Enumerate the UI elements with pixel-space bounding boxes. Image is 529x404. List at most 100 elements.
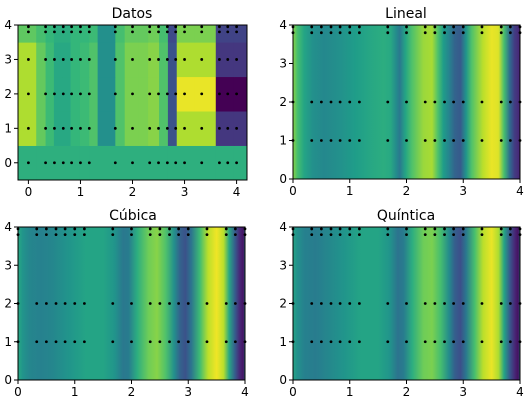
sample-point bbox=[54, 340, 58, 344]
sample-point bbox=[148, 340, 152, 344]
sample-point bbox=[82, 233, 86, 237]
sample-point bbox=[348, 100, 352, 104]
sample-point bbox=[310, 227, 314, 231]
heatmap-cell bbox=[36, 145, 46, 181]
heatmap-cells bbox=[18, 25, 248, 181]
sample-point bbox=[82, 340, 86, 344]
sample-point bbox=[183, 92, 186, 96]
sample-point bbox=[27, 30, 30, 34]
sample-point bbox=[113, 92, 117, 96]
sample-point bbox=[310, 302, 314, 305]
sample-point bbox=[131, 30, 134, 34]
sample-point bbox=[157, 92, 160, 96]
sample-point bbox=[87, 58, 91, 61]
sample-point bbox=[443, 31, 446, 35]
sample-point bbox=[452, 100, 456, 104]
sample-point bbox=[131, 126, 134, 130]
heatmap-cell bbox=[124, 25, 140, 43]
sample-point bbox=[177, 227, 181, 231]
heatmap-cell bbox=[194, 145, 217, 181]
y-tick-label: 2 bbox=[279, 297, 287, 311]
y-tick-label: 2 bbox=[279, 95, 287, 109]
subplot-title: Datos bbox=[112, 6, 153, 22]
sample-point bbox=[499, 25, 503, 29]
heatmap-cell bbox=[53, 42, 63, 78]
heatmap-cell bbox=[70, 111, 81, 146]
sample-point bbox=[423, 100, 427, 104]
heatmap-cell bbox=[79, 76, 90, 112]
sample-point bbox=[70, 161, 74, 165]
sample-point bbox=[53, 92, 56, 96]
heatmap-cell bbox=[194, 111, 217, 146]
sample-point bbox=[54, 227, 58, 231]
sample-point bbox=[27, 161, 30, 165]
subplot-cubica: Cúbica 0 1 2 3 4 0 1 2 3 4 bbox=[4, 208, 248, 399]
sample-point bbox=[226, 58, 230, 61]
heatmap-cell bbox=[89, 25, 99, 43]
heatmap-cell bbox=[159, 25, 169, 43]
sample-point bbox=[148, 30, 152, 34]
heatmap-cell bbox=[138, 25, 149, 43]
heatmap-cell bbox=[79, 111, 90, 146]
heatmap-cell bbox=[148, 145, 160, 181]
sample-points bbox=[291, 227, 522, 344]
sample-point bbox=[61, 126, 65, 130]
sample-point bbox=[452, 233, 456, 237]
y-tick-label: 1 bbox=[279, 134, 287, 148]
heatmap-cell bbox=[62, 145, 71, 181]
sample-point bbox=[443, 340, 446, 344]
sample-point bbox=[480, 302, 484, 305]
sample-points bbox=[291, 25, 522, 142]
sample-point bbox=[480, 340, 484, 344]
sample-point bbox=[205, 340, 209, 344]
sample-point bbox=[183, 126, 186, 130]
sample-point bbox=[174, 25, 178, 29]
heatmap-cell bbox=[176, 42, 196, 78]
sample-point bbox=[44, 58, 47, 61]
heatmap-cell bbox=[45, 25, 55, 43]
heatmap-cell bbox=[194, 25, 217, 43]
heatmap-cell bbox=[53, 111, 63, 146]
sample-point bbox=[148, 126, 152, 130]
heatmap-cell bbox=[97, 42, 116, 78]
sample-point bbox=[423, 227, 427, 231]
sample-point bbox=[218, 25, 221, 29]
heatmap-cell bbox=[70, 145, 81, 181]
sample-point bbox=[357, 340, 361, 344]
sample-point bbox=[423, 31, 427, 35]
sample-point bbox=[235, 126, 238, 130]
x-tick-label: 0 bbox=[289, 385, 297, 399]
heatmap-cell bbox=[36, 76, 46, 112]
sample-point bbox=[329, 340, 333, 344]
x-tick-label: 1 bbox=[346, 385, 354, 399]
sample-point bbox=[183, 25, 186, 29]
sample-point bbox=[79, 126, 82, 130]
heatmap-cell bbox=[89, 145, 99, 181]
sample-point bbox=[461, 139, 465, 142]
sample-point bbox=[423, 25, 427, 29]
x-tick-label: 0 bbox=[14, 385, 22, 399]
sample-point bbox=[443, 25, 446, 29]
heatmap-cell bbox=[45, 42, 55, 78]
sample-point bbox=[165, 25, 169, 29]
sample-point bbox=[499, 100, 503, 104]
sample-point bbox=[44, 227, 48, 231]
sample-point bbox=[186, 233, 190, 237]
sample-point bbox=[44, 340, 48, 344]
sample-point bbox=[235, 161, 238, 165]
sample-point bbox=[82, 302, 86, 305]
sample-point bbox=[157, 161, 160, 165]
sample-point bbox=[348, 25, 352, 29]
sample-point bbox=[338, 340, 342, 344]
sample-point bbox=[27, 58, 30, 61]
sample-point bbox=[233, 340, 237, 344]
sample-point bbox=[200, 92, 204, 96]
sample-point bbox=[53, 58, 56, 61]
sample-point bbox=[113, 30, 117, 34]
sample-point bbox=[130, 227, 133, 231]
sample-point bbox=[157, 25, 160, 29]
x-tick-label: 0 bbox=[25, 185, 33, 199]
sample-point bbox=[235, 30, 238, 34]
heatmap-cell bbox=[215, 42, 235, 78]
heatmap-cell bbox=[194, 76, 217, 112]
